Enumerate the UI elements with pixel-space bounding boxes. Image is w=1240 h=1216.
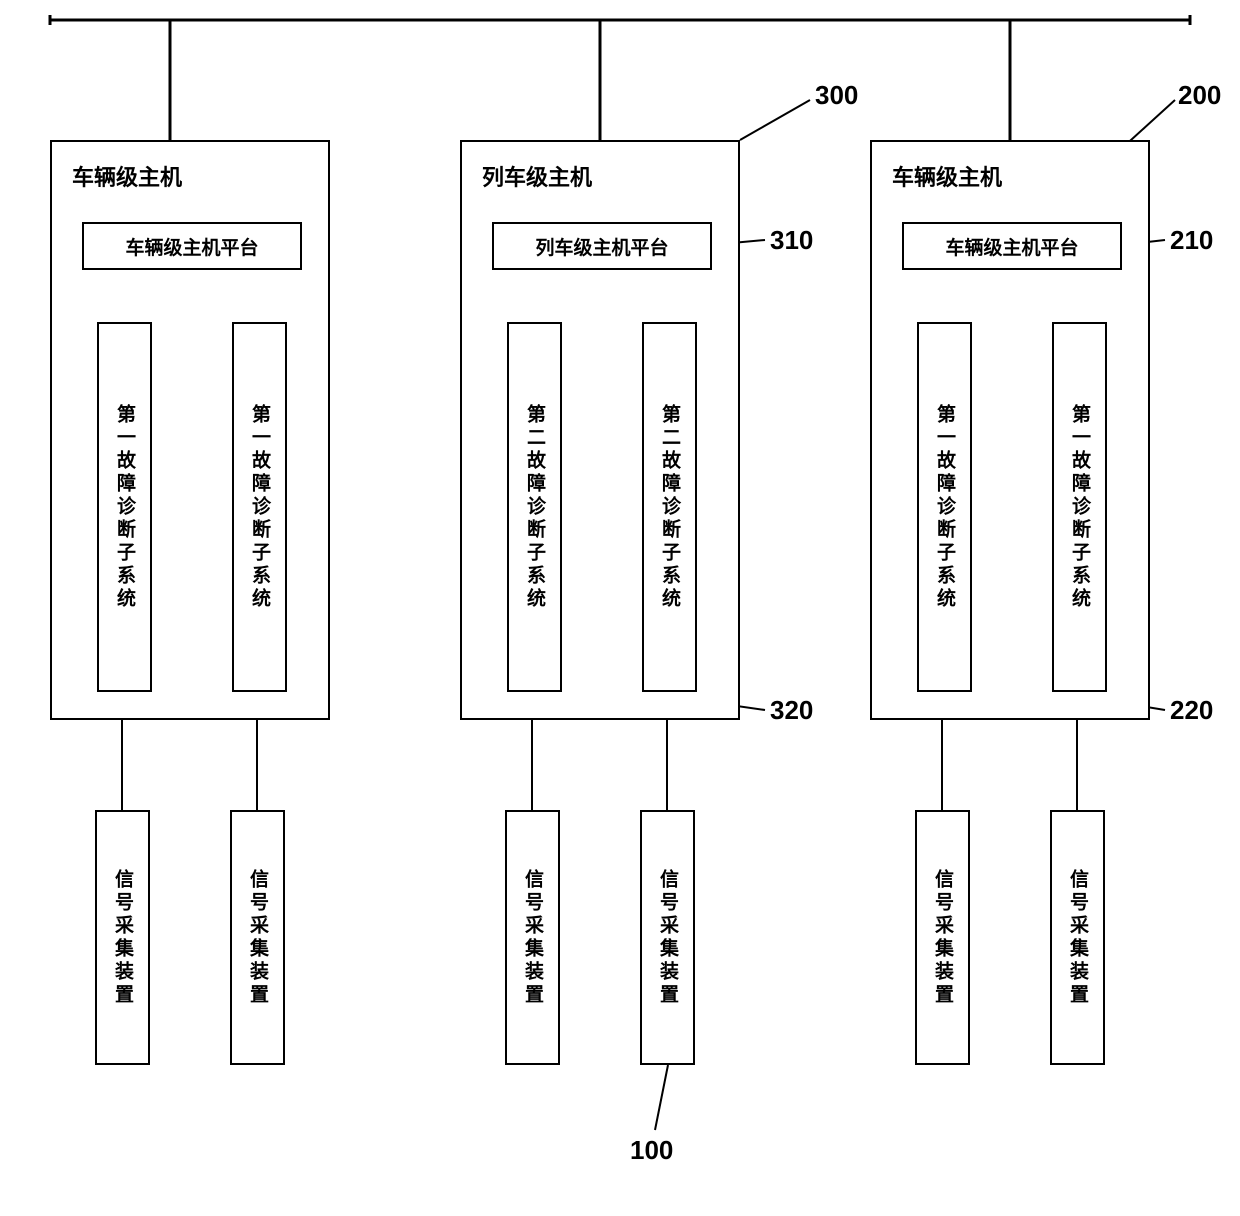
collector-box: 信号采集装置 [1050,810,1105,1065]
collector-label: 信号采集装置 [654,869,681,1007]
platform-label-right: 车辆级主机平台 [945,233,1078,260]
ref-320: 320 [770,695,813,726]
subsystem-label: 第一故障诊断子系统 [931,404,958,611]
subsystem-middle-1: 第二故障诊断子系统 [507,322,562,692]
platform-box-right: 车辆级主机平台 [902,222,1122,270]
collector-label: 信号采集装置 [244,869,271,1007]
host-title-left: 车辆级主机 [72,160,182,192]
collector-box: 信号采集装置 [640,810,695,1065]
subsystem-right-2: 第一故障诊断子系统 [1052,322,1107,692]
subsystem-label: 第一故障诊断子系统 [1066,404,1093,611]
collector-box: 信号采集装置 [95,810,150,1065]
ref-leader-100 [655,1065,668,1130]
host-box-middle: 列车级主机 列车级主机平台 第二故障诊断子系统 第二故障诊断子系统 [460,140,740,720]
ref-210: 210 [1170,225,1213,256]
ref-leader-300 [740,100,810,140]
host-title-middle: 列车级主机 [482,160,592,192]
subsystem-label: 第二故障诊断子系统 [656,404,683,611]
subsystem-label: 第一故障诊断子系统 [111,404,138,611]
subsystem-left-1: 第一故障诊断子系统 [97,322,152,692]
collector-label: 信号采集装置 [109,869,136,1007]
subsystem-label: 第二故障诊断子系统 [521,404,548,611]
ref-310: 310 [770,225,813,256]
collector-label: 信号采集装置 [929,869,956,1007]
host-box-left: 车辆级主机 车辆级主机平台 第一故障诊断子系统 第一故障诊断子系统 [50,140,330,720]
host-title-right: 车辆级主机 [892,160,1002,192]
subsystem-left-2: 第一故障诊断子系统 [232,322,287,692]
ref-100: 100 [630,1135,673,1166]
subsystem-middle-2: 第二故障诊断子系统 [642,322,697,692]
collector-box: 信号采集装置 [505,810,560,1065]
platform-label-left: 车辆级主机平台 [125,233,258,260]
platform-label-middle: 列车级主机平台 [535,233,668,260]
collector-box: 信号采集装置 [230,810,285,1065]
collector-label: 信号采集装置 [519,869,546,1007]
subsystem-right-1: 第一故障诊断子系统 [917,322,972,692]
platform-box-left: 车辆级主机平台 [82,222,302,270]
ref-300: 300 [815,80,858,111]
ref-220: 220 [1170,695,1213,726]
ref-200: 200 [1178,80,1221,111]
host-box-right: 车辆级主机 车辆级主机平台 第一故障诊断子系统 第一故障诊断子系统 [870,140,1150,720]
collector-label: 信号采集装置 [1064,869,1091,1007]
platform-box-middle: 列车级主机平台 [492,222,712,270]
collector-box: 信号采集装置 [915,810,970,1065]
subsystem-label: 第一故障诊断子系统 [246,404,273,611]
